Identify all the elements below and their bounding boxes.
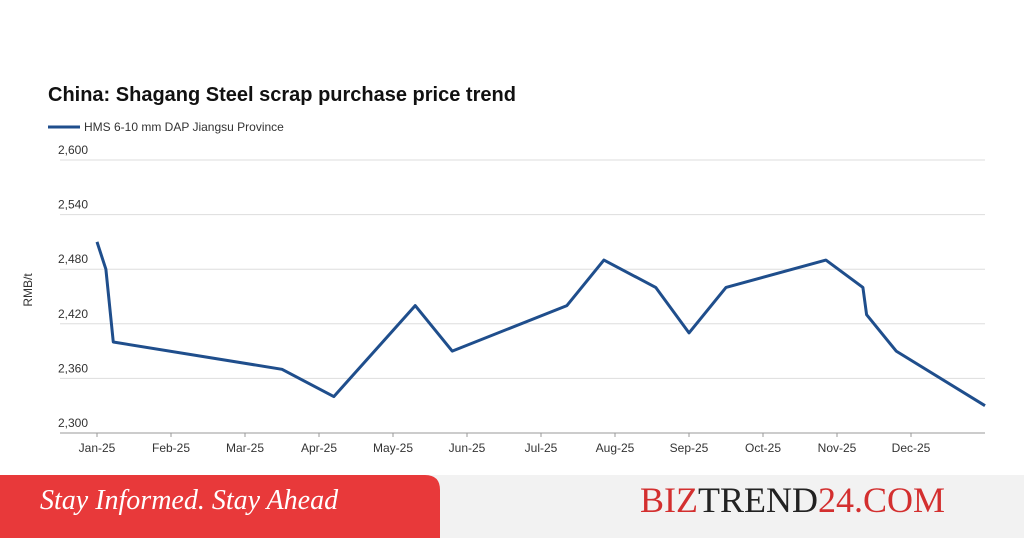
x-tick-label: Jan-25	[79, 441, 116, 455]
brand-part: BIZ	[640, 480, 698, 520]
y-tick-label: 2,600	[58, 143, 88, 157]
x-tick-label: Feb-25	[152, 441, 190, 455]
brand-part: 24.COM	[818, 480, 945, 520]
slogan-banner	[0, 475, 440, 538]
y-tick-label: 2,420	[58, 307, 88, 321]
line-series	[95, 241, 986, 407]
x-tick-label: Nov-25	[818, 441, 857, 455]
y-tick-label: 2,360	[58, 361, 88, 375]
x-tick-label: Jul-25	[525, 441, 558, 455]
x-tick-label: Dec-25	[892, 441, 931, 455]
y-tick-label: 2,480	[58, 252, 88, 266]
slogan: Stay Informed. Stay Ahead	[40, 485, 339, 516]
chart-title: China: Shagang Steel scrap purchase pric…	[48, 84, 516, 106]
brand: BIZTREND24.COM	[640, 480, 945, 520]
x-tick-label: Sep-25	[670, 441, 709, 455]
y-tick-label: 2,540	[58, 198, 88, 212]
legend-label: HMS 6-10 mm DAP Jiangsu Province	[84, 120, 284, 134]
x-tick-label: Oct-25	[745, 441, 781, 455]
x-tick-label: Mar-25	[226, 441, 264, 455]
x-tick-label: Aug-25	[596, 441, 635, 455]
x-tick-label: Apr-25	[301, 441, 337, 455]
x-tick-label: May-25	[373, 441, 413, 455]
y-tick-label: 2,300	[58, 416, 88, 430]
x-tick-label: Jun-25	[449, 441, 486, 455]
plot: 2,300 2,360 2,420 2,480 2,540 2,600 Jan-25 Feb-…	[58, 143, 986, 455]
y-axis-label: RMB/t	[21, 273, 35, 307]
brand-part: TREND	[698, 480, 818, 520]
